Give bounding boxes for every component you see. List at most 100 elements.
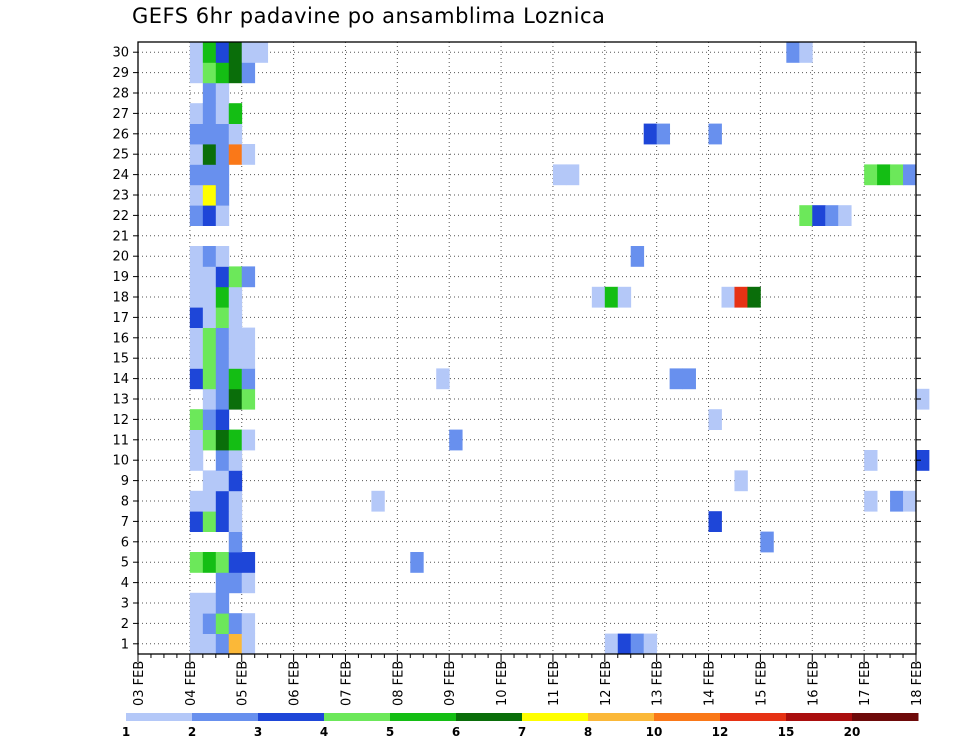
- heatmap-cell: [189, 511, 204, 532]
- colorbar-swatch: [522, 713, 589, 721]
- heatmap-cell: [228, 429, 243, 451]
- heatmap-cell: [228, 307, 243, 328]
- heatmap-cell: [228, 266, 243, 288]
- x-tick-label: 18 FEB: [910, 661, 925, 706]
- heatmap-cell: [228, 490, 243, 512]
- heatmap-cell: [241, 327, 256, 349]
- heatmap-cell: [228, 613, 243, 634]
- heatmap-cell: [202, 592, 217, 614]
- heatmap-cell: [202, 368, 217, 390]
- heatmap-cell: [202, 511, 217, 532]
- heatmap-cell: [189, 409, 204, 430]
- y-tick-label: 17: [112, 311, 129, 326]
- heatmap-cell: [241, 633, 256, 655]
- y-tick-label: 15: [112, 352, 129, 367]
- x-tick-label: 17 FEB: [858, 661, 873, 706]
- x-tick-label: 11 FEB: [547, 661, 562, 706]
- heatmap-cell: [617, 633, 632, 655]
- colorbar-label: 10: [646, 725, 663, 739]
- heatmap-cell: [228, 470, 243, 492]
- heatmap-cell: [604, 633, 619, 655]
- heatmap-cell: [189, 62, 204, 84]
- heatmap-cell: [202, 123, 217, 145]
- heatmap-cell: [669, 368, 683, 390]
- heatmap-cell: [202, 490, 217, 512]
- heatmap-cell: [565, 164, 580, 186]
- heatmap-cell: [202, 388, 217, 410]
- heatmap-cell: [202, 470, 217, 492]
- y-tick-label: 20: [112, 250, 129, 265]
- heatmap-cell: [202, 82, 217, 104]
- heatmap-cell: [228, 531, 243, 553]
- y-tick-label: 21: [112, 229, 129, 244]
- y-tick-label: 6: [121, 535, 129, 550]
- heatmap-cell: [189, 327, 204, 349]
- heatmap-cell: [189, 123, 204, 145]
- heatmap-cell: [241, 368, 256, 390]
- heatmap-cell: [643, 633, 658, 655]
- heatmap-cell: [202, 62, 217, 84]
- colorbar-swatch: [258, 713, 325, 721]
- x-tick-label: 08 FEB: [391, 661, 406, 706]
- heatmap-cell: [189, 633, 204, 655]
- heatmap-cell: [215, 62, 230, 84]
- heatmap-cell: [202, 266, 217, 288]
- heatmap-cell: [228, 103, 243, 124]
- heatmap-cell: [189, 246, 204, 267]
- colorbar-label: 5: [386, 725, 394, 739]
- heatmap-cell: [202, 205, 217, 226]
- heatmap-cell: [241, 144, 256, 165]
- heatmap-cell: [202, 429, 217, 451]
- colorbar-label: 12: [712, 725, 729, 739]
- heatmap-cell: [215, 552, 230, 573]
- heatmap-cell: [228, 511, 243, 532]
- heatmap-cell: [656, 123, 671, 145]
- heatmap-cell: [721, 286, 735, 308]
- heatmap-cell: [189, 490, 204, 512]
- heatmap-cell: [215, 205, 230, 226]
- heatmap-cell: [228, 62, 243, 84]
- heatmap-cell: [890, 490, 904, 512]
- heatmap-cell: [228, 123, 243, 145]
- x-tick-label: 14 FEB: [703, 661, 718, 706]
- x-tick-label: 07 FEB: [339, 661, 354, 706]
- colorbar-swatch: [720, 713, 787, 721]
- y-tick-label: 30: [112, 46, 129, 61]
- heatmap-cell: [877, 164, 891, 186]
- heatmap-cell: [215, 572, 230, 594]
- y-tick-label: 1: [121, 637, 129, 652]
- heatmap-cell: [825, 205, 839, 226]
- y-tick-label: 5: [121, 556, 129, 571]
- heatmap-cell: [228, 144, 243, 165]
- heatmap-cell: [202, 144, 217, 165]
- heatmap-cell: [189, 266, 204, 288]
- heatmap-cell: [241, 62, 256, 84]
- colorbar-label: 8: [584, 725, 592, 739]
- heatmap-cell: [812, 205, 826, 226]
- heatmap-cell: [215, 246, 230, 267]
- heatmap-cell: [916, 388, 930, 410]
- heatmap-cell: [254, 42, 269, 63]
- heatmap-cell: [215, 348, 230, 369]
- heatmap-cell: [228, 450, 243, 471]
- colorbar-label: 7: [518, 725, 526, 739]
- heatmap-cell: [189, 205, 204, 226]
- heatmap-cell: [708, 409, 722, 430]
- heatmap-cell: [202, 164, 217, 186]
- colorbar-label: 2: [188, 725, 196, 739]
- colorbar-label: 4: [320, 725, 328, 739]
- colorbar-swatch: [654, 713, 721, 721]
- colorbar-swatch: [456, 713, 523, 721]
- heatmap-cell: [228, 633, 243, 655]
- x-tick-label: 12 FEB: [599, 661, 614, 706]
- heatmap-cell: [189, 613, 204, 634]
- heatmap-cell: [202, 286, 217, 308]
- heatmap-cell: [228, 388, 243, 410]
- heatmap-cell: [799, 205, 813, 226]
- heatmap-cell: [215, 388, 230, 410]
- y-tick-label: 8: [121, 495, 129, 510]
- heatmap-cell: [241, 552, 256, 573]
- heatmap-cell: [215, 613, 230, 634]
- heatmap-cell: [215, 450, 230, 471]
- heatmap-cell: [202, 348, 217, 369]
